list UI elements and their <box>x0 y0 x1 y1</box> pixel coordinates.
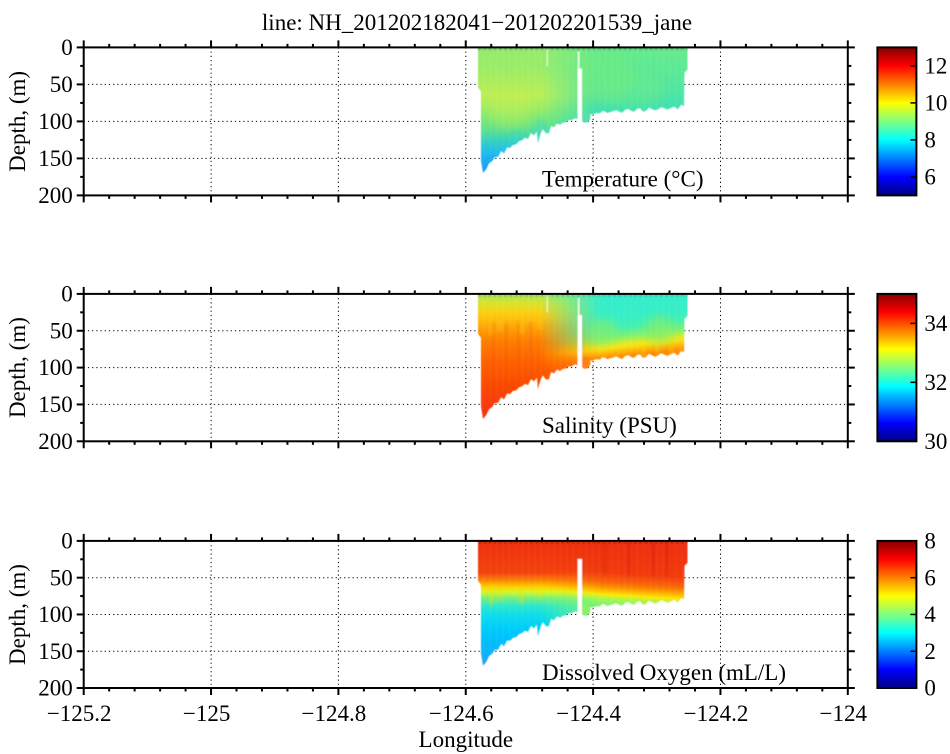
svg-text:200: 200 <box>38 183 73 208</box>
svg-text:30: 30 <box>924 429 947 454</box>
svg-text:Dissolved Oxygen (mL/L): Dissolved Oxygen (mL/L) <box>542 660 786 685</box>
svg-text:32: 32 <box>924 370 947 395</box>
svg-text:Salinity (PSU): Salinity (PSU) <box>542 413 677 438</box>
svg-text:100: 100 <box>38 355 73 380</box>
svg-text:Depth, (m): Depth, (m) <box>5 317 30 418</box>
svg-text:Depth, (m): Depth, (m) <box>5 564 30 665</box>
svg-text:−124.8: −124.8 <box>302 701 367 726</box>
svg-text:100: 100 <box>38 109 73 134</box>
svg-text:0: 0 <box>61 35 73 60</box>
svg-text:line: NH_201202182041−20120220: line: NH_201202182041−201202201539_jane <box>262 10 692 35</box>
svg-text:−125.2: −125.2 <box>47 701 112 726</box>
svg-text:−125: −125 <box>183 701 230 726</box>
svg-text:150: 150 <box>38 146 73 171</box>
svg-text:50: 50 <box>50 72 73 97</box>
svg-text:50: 50 <box>50 565 73 590</box>
svg-text:Depth, (m): Depth, (m) <box>5 71 30 172</box>
svg-text:6: 6 <box>924 165 936 190</box>
svg-text:200: 200 <box>38 676 73 701</box>
svg-text:150: 150 <box>38 639 73 664</box>
svg-text:100: 100 <box>38 602 73 627</box>
svg-text:6: 6 <box>924 565 936 590</box>
svg-text:−124.4: −124.4 <box>556 701 621 726</box>
svg-text:−124.6: −124.6 <box>429 701 494 726</box>
svg-text:150: 150 <box>38 392 73 417</box>
svg-text:Longitude: Longitude <box>419 727 514 752</box>
svg-text:−124.2: −124.2 <box>684 701 749 726</box>
svg-text:0: 0 <box>61 282 73 307</box>
svg-text:Temperature (°C): Temperature (°C) <box>542 167 703 192</box>
svg-text:0: 0 <box>924 676 936 701</box>
svg-text:8: 8 <box>924 128 936 153</box>
svg-text:10: 10 <box>924 91 947 116</box>
svg-text:2: 2 <box>924 639 936 664</box>
svg-text:8: 8 <box>924 529 936 554</box>
svg-text:50: 50 <box>50 318 73 343</box>
svg-text:4: 4 <box>924 602 936 627</box>
svg-text:0: 0 <box>61 529 73 554</box>
svg-text:−124: −124 <box>820 701 868 726</box>
svg-text:34: 34 <box>924 311 948 336</box>
svg-text:200: 200 <box>38 429 73 454</box>
svg-text:12: 12 <box>924 54 947 79</box>
